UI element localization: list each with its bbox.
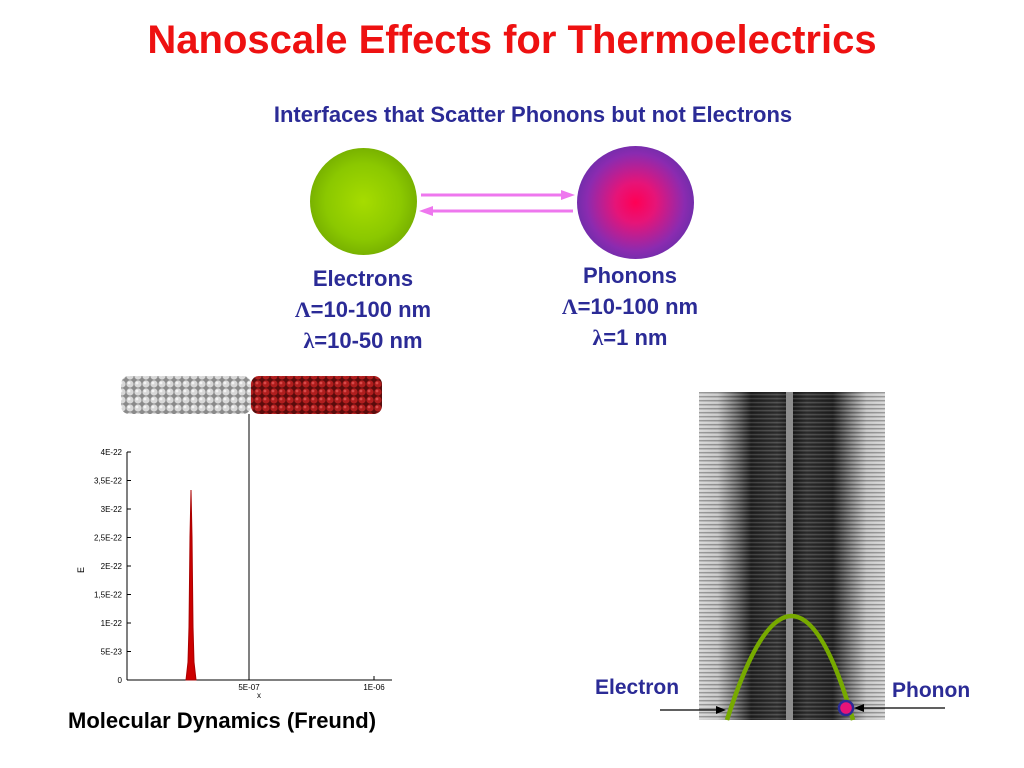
tem-grain-boundary xyxy=(786,392,793,720)
phonon-pointer-head xyxy=(854,704,864,712)
phonons-wl-value: =1 nm xyxy=(603,325,668,350)
nanowire-gray-segment xyxy=(121,376,251,414)
electron-pointer-head xyxy=(716,706,726,714)
md-caption: Molecular Dynamics (Freund) xyxy=(68,708,377,733)
arrow-right-head xyxy=(561,190,575,200)
md-x-tick-label: 1E-06 xyxy=(363,683,385,692)
md-y-axis-label: E xyxy=(76,567,86,573)
electrons-label: Electrons Λ=10-100 nm λ=10-50 nm xyxy=(263,263,463,356)
slide-title: Nanoscale Effects for Thermoelectrics xyxy=(147,18,877,62)
electrons-mfp-symbol: Λ xyxy=(294,297,311,322)
trajectory-curve xyxy=(724,614,856,721)
md-y-tick-label: 5E-23 xyxy=(101,648,123,657)
slide-subtitle: Interfaces that Scatter Phonons but not … xyxy=(273,102,793,127)
phonons-mfp-symbol: Λ xyxy=(561,294,578,319)
md-y-tick-label: 1E-22 xyxy=(101,619,123,628)
electron-sphere xyxy=(310,148,417,255)
electrons-wl-symbol: λ xyxy=(303,328,315,353)
energy-peak xyxy=(185,489,197,681)
md-figure: 4E-22 3,5E-22 3E-22 2,5E-22 2E-22 1,5E-22 1E-2… xyxy=(76,376,392,700)
phonons-label: Phonons Λ=10-100 nm λ=1 nm xyxy=(530,260,730,353)
md-y-tick-label: 2E-22 xyxy=(101,562,123,571)
phonon-sphere xyxy=(577,146,694,259)
electrons-mfp-value: =10-100 nm xyxy=(310,297,432,322)
tem-figure: Electron Phonon xyxy=(595,392,970,721)
electrons-wavelength: λ=10-50 nm xyxy=(263,325,463,356)
nanowire-red-segment xyxy=(251,376,382,414)
electrons-mfp: Λ=10-100 nm xyxy=(263,294,463,325)
md-y-tick-label: 1,5E-22 xyxy=(94,591,123,600)
phonons-wl-symbol: λ xyxy=(592,325,604,350)
md-y-tick-label: 0 xyxy=(118,676,123,685)
electrons-name: Electrons xyxy=(312,266,414,291)
md-y-tick-label: 3E-22 xyxy=(101,505,123,514)
md-x-axis-label: x xyxy=(257,691,261,700)
phonons-mfp: Λ=10-100 nm xyxy=(530,291,730,322)
md-x-ticks: 5E-07 1E-06 xyxy=(238,676,385,692)
phonons-mfp-value: =10-100 nm xyxy=(577,294,699,319)
electron-label: Electron xyxy=(595,676,679,699)
md-y-tick-label: 2,5E-22 xyxy=(94,534,123,543)
arrow-left-head xyxy=(419,206,433,216)
phonons-wavelength: λ=1 nm xyxy=(530,322,730,353)
phonon-label: Phonon xyxy=(892,679,970,702)
md-plot: 4E-22 3,5E-22 3E-22 2,5E-22 2E-22 1,5E-22 1E-2… xyxy=(76,448,392,700)
md-x-tick-label: 5E-07 xyxy=(238,683,260,692)
md-y-tick-label: 3,5E-22 xyxy=(94,477,123,486)
md-y-tick-label: 4E-22 xyxy=(101,448,123,457)
phonons-name: Phonons xyxy=(582,263,678,288)
md-y-ticks: 4E-22 3,5E-22 3E-22 2,5E-22 2E-22 1,5E-22 1E-2… xyxy=(94,448,131,685)
phonon-dot xyxy=(837,699,855,717)
exchange-arrows xyxy=(419,190,575,216)
electrons-wl-value: =10-50 nm xyxy=(314,328,423,353)
